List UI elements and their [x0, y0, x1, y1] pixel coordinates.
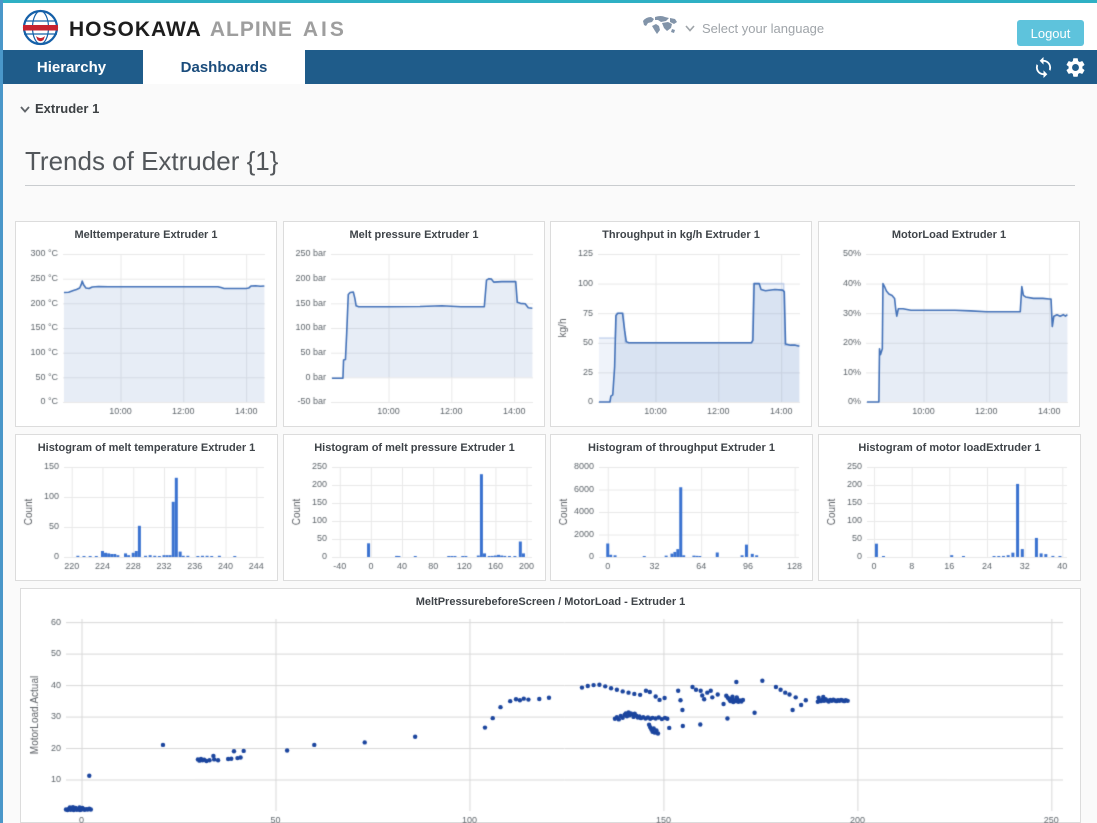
chart-card-melt-pressure: Melt pressure Extruder 1	[283, 221, 545, 427]
brand-wordmark: HOSOKAWA ALPINE AIS	[69, 18, 347, 42]
title-divider	[25, 185, 1075, 186]
breadcrumb-label: Extruder 1	[35, 101, 100, 116]
melt-temperature-histogram	[17, 459, 276, 577]
melt-pressure-histogram	[285, 459, 544, 577]
app-header: HOSOKAWA ALPINE AIS Select your language L…	[0, 3, 1097, 50]
throughput-chart	[552, 246, 810, 424]
melt-pressure-chart	[285, 246, 543, 424]
chart-card-scatter: MeltPressurebeforeScreen / MotorLoad - E…	[20, 588, 1081, 823]
chart-title: MotorLoad Extruder 1	[891, 229, 1007, 241]
pressure-motorload-scatter	[24, 613, 1077, 823]
chart-title: Melttemperature Extruder 1	[74, 229, 218, 241]
brand: HOSOKAWA ALPINE AIS	[22, 9, 347, 51]
melt-temperature-chart	[17, 246, 275, 424]
motor-load-histogram	[820, 459, 1079, 577]
breadcrumb[interactable]: Extruder 1	[20, 101, 99, 116]
chart-title: Histogram of throughput Extruder 1	[588, 442, 775, 454]
chart-card-hist-melt-pressure: Histogram of melt pressure Extruder 1	[283, 434, 546, 581]
tab-hierarchy[interactable]: Hierarchy	[36, 58, 107, 76]
tab-dashboards[interactable]: Dashboards	[143, 50, 305, 84]
chart-title: Throughput in kg/h Extruder 1	[602, 229, 760, 241]
chart-card-motor-load: MotorLoad Extruder 1	[818, 221, 1080, 427]
chart-card-throughput: Throughput in kg/h Extruder 1	[550, 221, 812, 427]
globe-logo-icon	[22, 9, 59, 51]
chart-title: Melt pressure Extruder 1	[349, 229, 479, 241]
chart-card-hist-melt-temperature: Histogram of melt temperature Extruder 1	[15, 434, 278, 581]
logout-button[interactable]: Logout	[1017, 20, 1084, 46]
brand-ais: AIS	[302, 18, 347, 41]
chart-card-hist-motor-load: Histogram of motor loadExtruder 1	[818, 434, 1081, 581]
nav-bar: Hierarchy Dashboards	[0, 50, 1097, 84]
language-selector[interactable]: Select your language	[642, 15, 824, 41]
left-accent-strip	[0, 0, 3, 823]
motor-load-chart	[820, 246, 1078, 424]
top-accent-strip	[0, 0, 1097, 3]
sync-icon[interactable]	[1032, 56, 1055, 79]
brand-alpine: ALPINE	[209, 18, 293, 41]
throughput-histogram	[552, 459, 811, 577]
gear-icon[interactable]	[1064, 56, 1087, 79]
world-map-icon	[642, 15, 678, 41]
page-title: Trends of Extruder {1}	[25, 146, 279, 176]
language-label: Select your language	[702, 20, 825, 36]
nav-icons	[1032, 50, 1087, 84]
breadcrumb-chevron-icon	[20, 101, 30, 116]
brand-hosokawa: HOSOKAWA	[69, 18, 202, 41]
chart-title: Histogram of motor loadExtruder 1	[858, 442, 1041, 454]
chart-card-hist-throughput: Histogram of throughput Extruder 1	[550, 434, 813, 581]
chart-title: MeltPressurebeforeScreen / MotorLoad - E…	[415, 596, 686, 608]
chart-card-melt-temperature: Melttemperature Extruder 1	[15, 221, 277, 427]
chart-title: Histogram of melt temperature Extruder 1	[37, 442, 256, 454]
chart-title: Histogram of melt pressure Extruder 1	[314, 442, 515, 454]
chevron-down-icon	[685, 19, 695, 37]
